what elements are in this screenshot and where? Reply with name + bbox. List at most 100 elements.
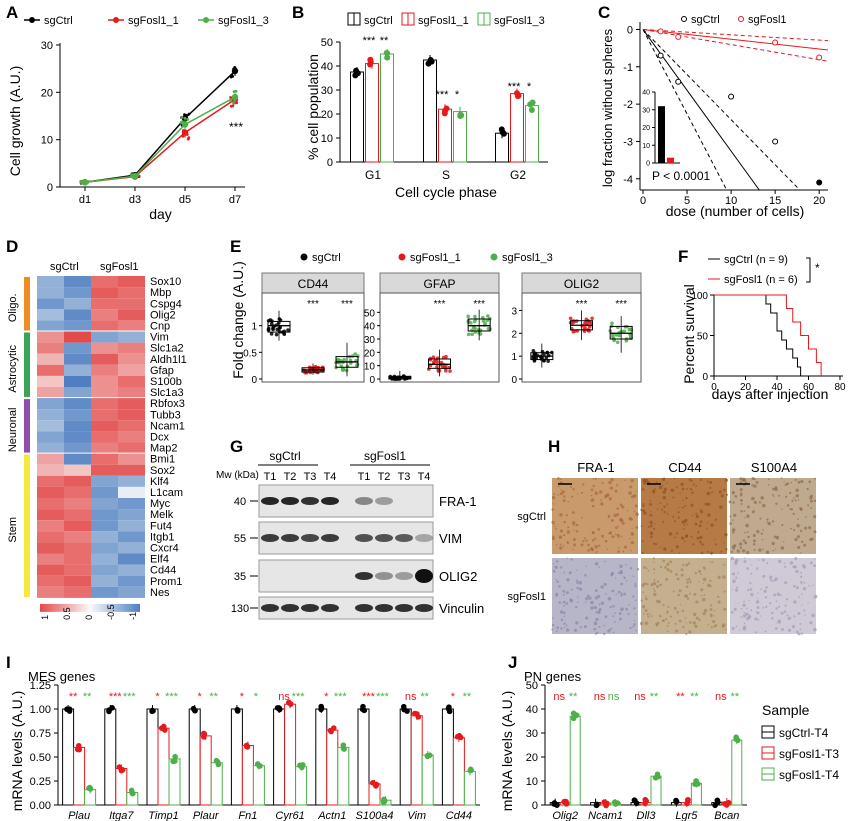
heatmap-cell <box>37 276 64 288</box>
ihc-texture <box>553 523 556 526</box>
ihc-texture <box>681 609 685 613</box>
ihc-texture <box>563 611 566 615</box>
significance-label: *** <box>436 89 450 101</box>
ihc-texture <box>773 535 777 538</box>
legend-marker <box>398 253 406 261</box>
ihc-texture <box>736 549 740 553</box>
ihc-texture <box>808 480 812 484</box>
bar <box>463 770 476 806</box>
gene-label: L1cam <box>150 487 183 499</box>
bar <box>357 708 370 806</box>
ihc-texture <box>739 546 742 549</box>
y-tick-label: 2 <box>511 329 517 340</box>
ihc-texture <box>594 537 597 540</box>
ihc-texture <box>723 488 726 492</box>
ihc-texture <box>613 513 618 518</box>
ihc-texture <box>773 495 775 497</box>
ihc-texture <box>707 624 710 626</box>
ihc-texture <box>598 544 601 547</box>
ihc-texture <box>688 630 692 634</box>
panel-a-chart: 0 10 20 30 d1 d3 d5 d7 day Cell growth (A.U.) *** s… <box>7 15 269 222</box>
ihc-texture <box>566 628 570 632</box>
ihc-texture <box>649 502 653 506</box>
ihc-texture <box>619 517 623 522</box>
heatmap-cell <box>64 520 91 532</box>
ihc-texture <box>713 609 716 612</box>
ihc-texture <box>685 578 688 581</box>
ihc-texture <box>551 537 555 540</box>
legend-label: sgFosl1_3 <box>494 15 545 27</box>
replicate-dot <box>353 67 360 74</box>
ihc-texture <box>653 561 655 563</box>
jitter-point <box>628 335 633 340</box>
ihc-texture <box>620 592 623 594</box>
ihc-texture <box>699 573 702 576</box>
significance-label: * <box>155 691 160 703</box>
ihc-texture <box>656 585 659 588</box>
ihc-texture <box>794 556 798 561</box>
replicate-dot <box>424 752 431 759</box>
ihc-texture <box>643 566 646 569</box>
jitter-point <box>266 318 271 323</box>
ihc-texture <box>704 568 706 571</box>
jitter-point <box>466 314 471 319</box>
significance-label: * <box>455 89 460 101</box>
y-tick-label: 30 <box>321 85 333 97</box>
ihc-texture <box>585 597 589 601</box>
replicate-dot <box>118 767 125 774</box>
mw-label: 40 <box>234 496 246 508</box>
ihc-texture <box>702 566 706 570</box>
ihc-texture <box>764 596 768 599</box>
ihc-texture <box>793 615 796 618</box>
ihc-texture <box>695 512 698 515</box>
significance-label: ** <box>731 691 740 703</box>
ihc-texture <box>676 577 680 581</box>
ihc-texture <box>551 520 555 524</box>
inset-bar-f1 <box>667 157 674 163</box>
ihc-texture <box>797 632 801 636</box>
significance-label: * <box>240 691 245 703</box>
replicate-dot <box>172 758 178 764</box>
ihc-texture <box>604 615 608 619</box>
ihc-texture <box>634 613 637 616</box>
heatmap-cell <box>37 309 64 321</box>
ihc-texture <box>649 500 652 502</box>
blot-band <box>281 497 299 505</box>
ihc-texture <box>684 616 687 619</box>
group-label: Astrocytic <box>7 344 19 392</box>
panel-h-ihc: FRA-1 CD44 S100A4 sgCtrl sgFosl1 <box>507 460 818 636</box>
replicate-dot <box>684 800 690 807</box>
ihc-texture <box>580 543 584 547</box>
bar <box>731 739 743 806</box>
ihc-texture <box>813 515 817 519</box>
heatmap-cell <box>91 520 118 532</box>
ihc-texture <box>797 480 801 484</box>
heatmap-cell <box>91 353 118 365</box>
y-tick-label: 30 <box>526 728 538 740</box>
ihc-texture <box>781 523 784 527</box>
ihc-texture <box>635 629 637 632</box>
ihc-texture <box>621 505 625 509</box>
heatmap-cell <box>37 287 64 299</box>
ihc-texture <box>609 486 614 490</box>
ihc-texture <box>813 564 816 568</box>
ihc-texture <box>722 575 726 579</box>
ihc-texture <box>567 526 570 529</box>
gene-label: Melk <box>150 509 174 521</box>
ihc-texture <box>647 525 650 529</box>
gene-label: Myc <box>150 498 171 510</box>
lane-label: T1 <box>358 471 371 483</box>
replicate-dot <box>172 753 178 760</box>
ihc-texture <box>708 561 710 563</box>
ihc-texture <box>740 503 743 506</box>
ihc-texture <box>733 607 737 611</box>
ihc-texture <box>757 559 760 561</box>
replicate-dot <box>528 107 535 114</box>
x-tick-label: Lgr5 <box>675 810 698 821</box>
ihc-texture <box>622 550 625 553</box>
ihc-texture <box>764 630 767 633</box>
ihc-texture <box>706 502 711 506</box>
blot-band <box>321 604 339 612</box>
bar <box>337 746 350 806</box>
